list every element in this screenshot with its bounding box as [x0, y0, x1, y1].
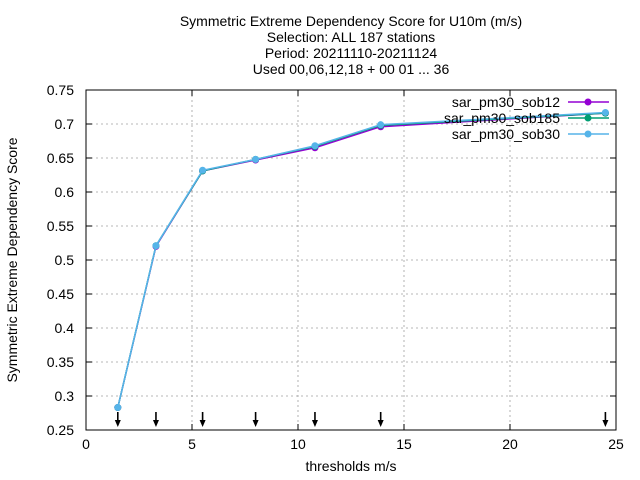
series-lines: [114, 108, 609, 412]
legend-item: sar_pm30_sob185: [444, 110, 609, 126]
chart-title-line: Symmetric Extreme Dependency Score for U…: [180, 13, 522, 29]
legend-label: sar_pm30_sob30: [452, 126, 560, 142]
data-point: [377, 121, 385, 129]
data-point: [199, 166, 207, 174]
threshold-arrow: [377, 412, 384, 427]
x-tick-label: 15: [396, 436, 412, 452]
legend-item: sar_pm30_sob30: [452, 126, 609, 142]
threshold-arrow: [114, 412, 121, 427]
legend-item: sar_pm30_sob12: [452, 94, 609, 110]
x-tick-label: 10: [290, 436, 306, 452]
chart-title-line: Selection: ALL 187 stations: [267, 29, 435, 45]
threshold-arrow: [311, 412, 318, 427]
x-axis-label: thresholds m/s: [305, 458, 396, 474]
y-tick-label: 0.6: [55, 184, 75, 200]
y-tick-label: 0.3: [55, 388, 75, 404]
y-tick-label: 0.35: [47, 354, 74, 370]
x-tick-label: 0: [82, 436, 90, 452]
legend: sar_pm30_sob12sar_pm30_sob185sar_pm30_so…: [444, 94, 609, 142]
legend-marker: [584, 114, 592, 122]
x-tick-label: 20: [502, 436, 518, 452]
y-tick-label: 0.55: [47, 218, 74, 234]
data-point: [252, 155, 260, 163]
chart-title-line: Period: 20211110-20211124: [265, 45, 438, 61]
legend-label: sar_pm30_sob12: [452, 94, 560, 110]
axis-ticks: 0 5 10 15 20 25 0.25 0.3 0.35 0.4 0.45 0.5 0.55 0.6 0.…: [47, 82, 624, 452]
legend-label: sar_pm30_sob185: [444, 110, 560, 126]
threshold-arrow: [602, 412, 609, 427]
chart-title: Symmetric Extreme Dependency Score for U…: [180, 13, 522, 77]
threshold-arrow: [199, 412, 206, 427]
threshold-arrow: [152, 412, 159, 427]
y-tick-label: 0.5: [55, 252, 75, 268]
y-tick-label: 0.7: [55, 116, 75, 132]
chart-title-line: Used 00,06,12,18 + 00 01 ... 36: [253, 61, 450, 77]
data-point: [152, 242, 160, 250]
y-tick-label: 0.25: [47, 422, 74, 438]
y-tick-label: 0.45: [47, 286, 74, 302]
data-point: [114, 404, 122, 412]
threshold-arrow: [252, 412, 259, 427]
legend-marker: [584, 130, 592, 138]
y-tick-label: 0.65: [47, 150, 74, 166]
data-point: [601, 108, 609, 116]
threshold-markers: [114, 412, 609, 427]
y-tick-label: 0.75: [47, 82, 74, 98]
x-tick-label: 5: [188, 436, 196, 452]
y-axis-label: Symmetric Extreme Dependency Score: [4, 137, 20, 382]
x-tick-label: 25: [608, 436, 624, 452]
grid: [86, 90, 616, 430]
data-point: [311, 142, 319, 150]
legend-marker: [584, 98, 592, 106]
y-tick-label: 0.4: [55, 320, 75, 336]
